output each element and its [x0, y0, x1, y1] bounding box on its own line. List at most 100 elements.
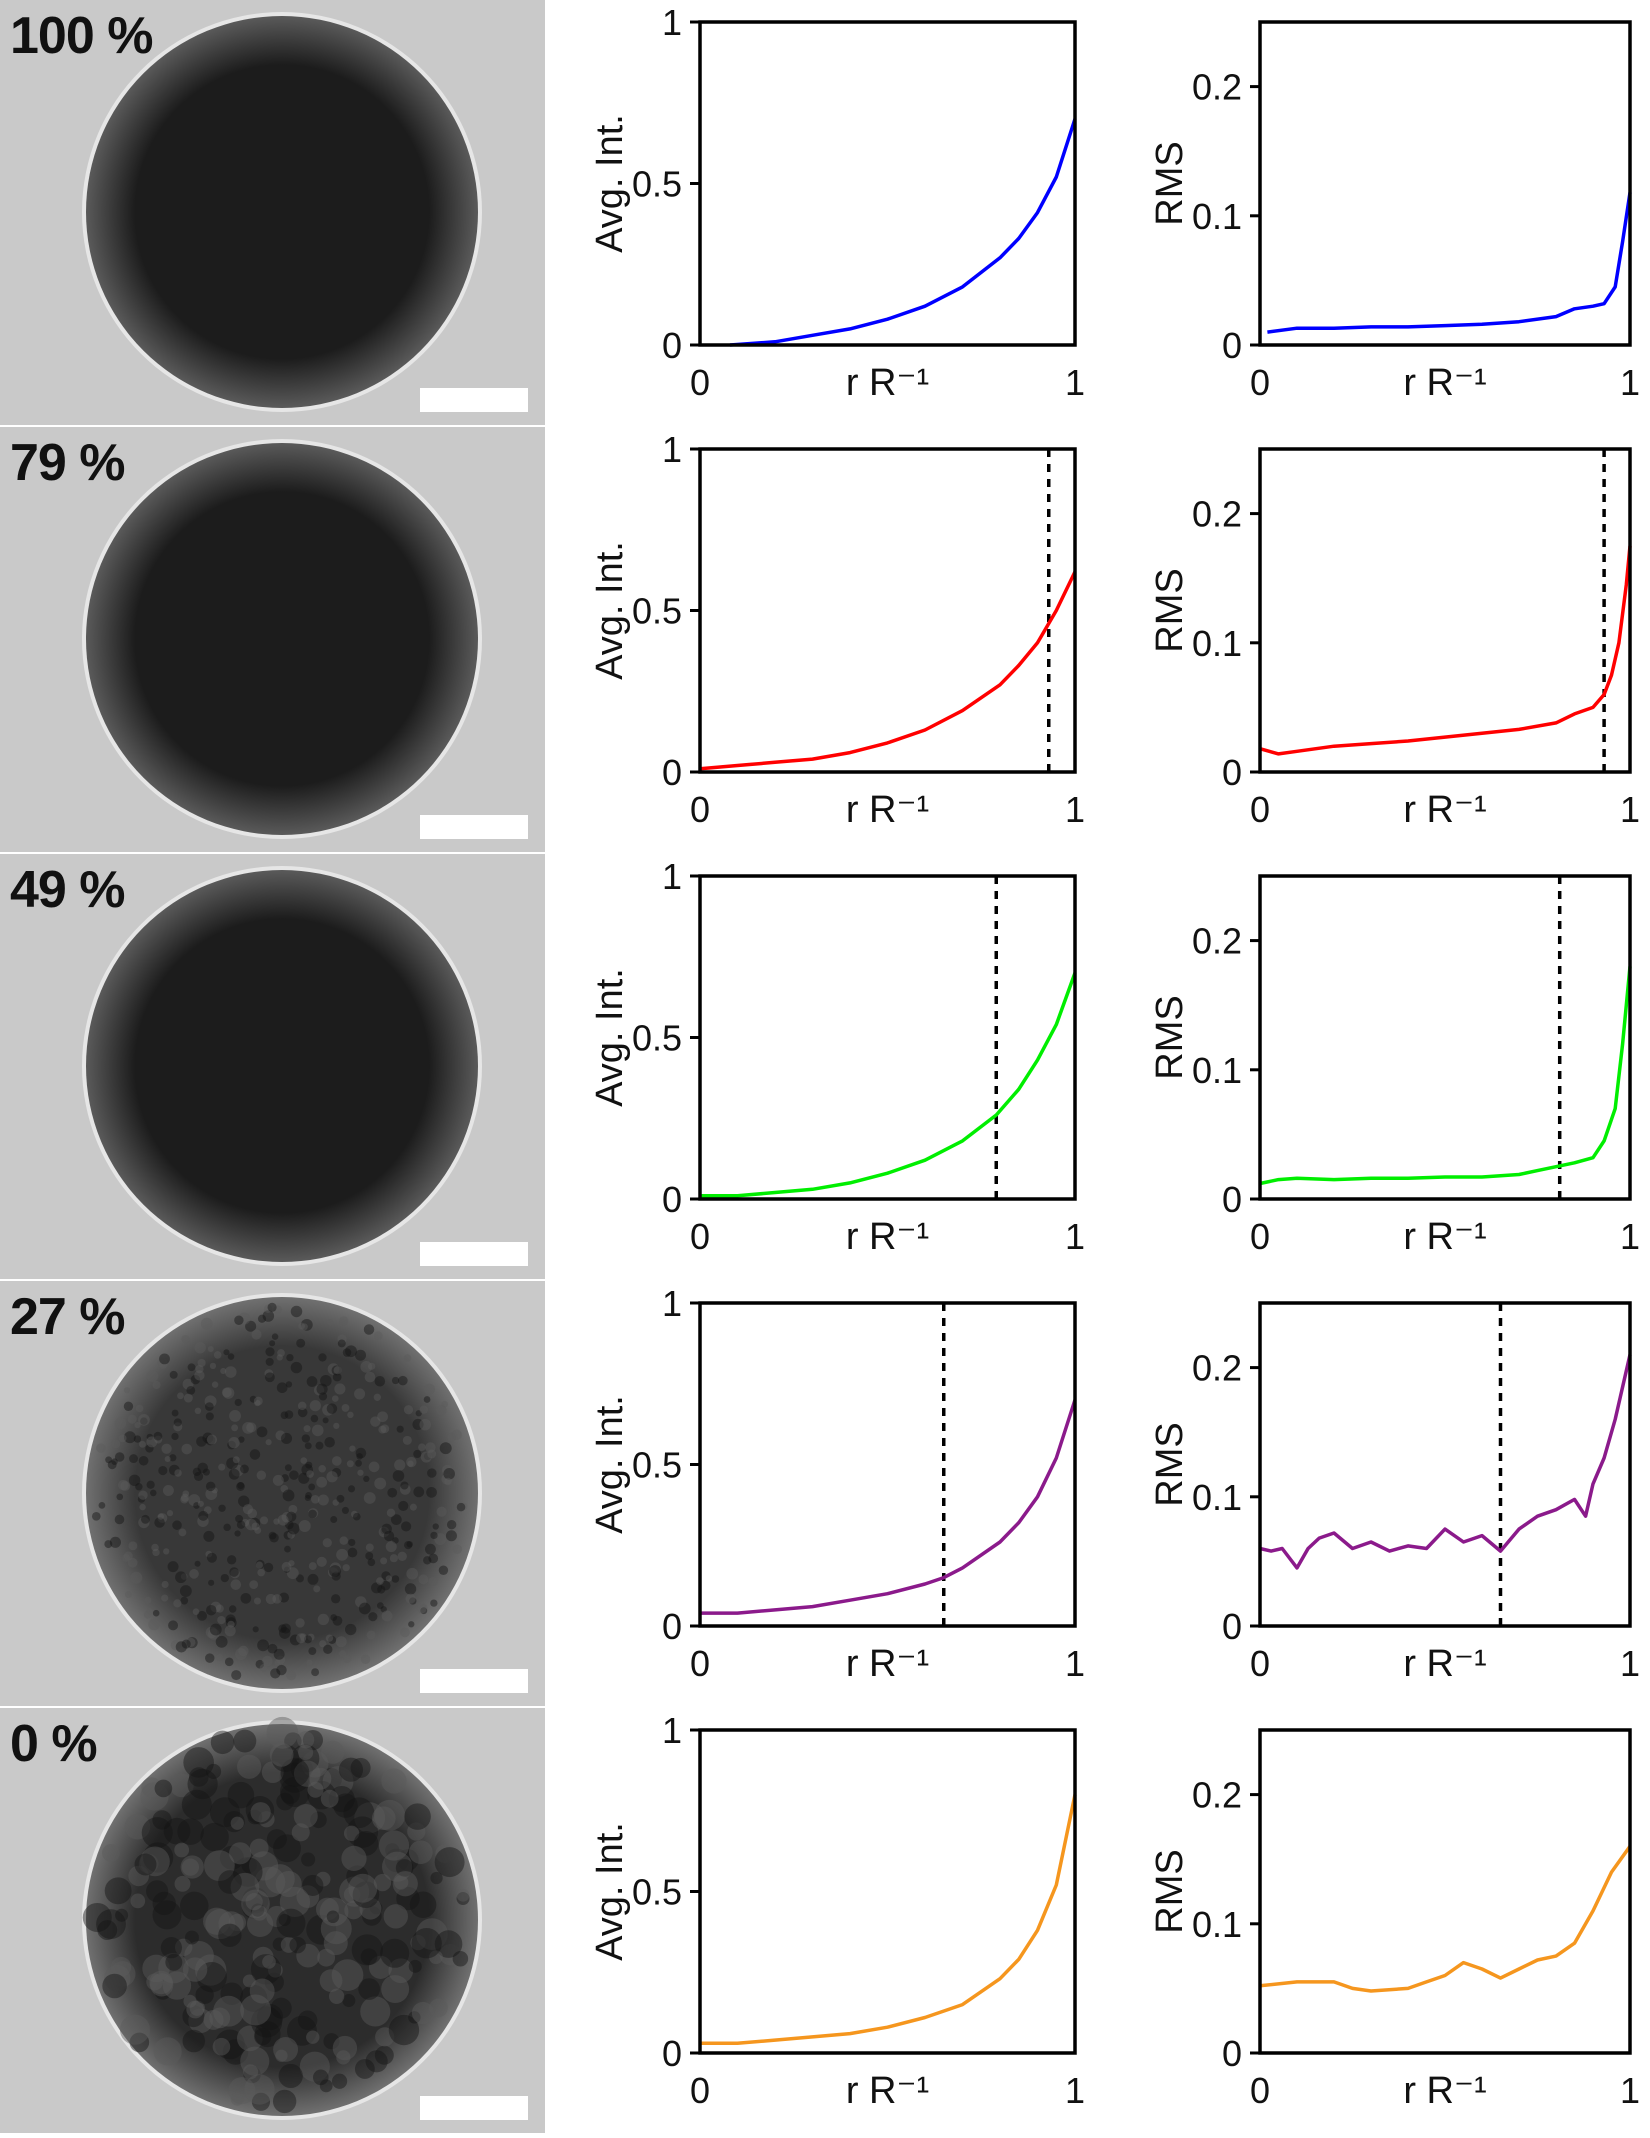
y-axis-title: Avg. Int. — [589, 541, 631, 680]
y-tick-label: 0.1 — [1192, 196, 1242, 237]
x-tick-label: 1 — [1620, 362, 1640, 403]
x-axis-title: r R⁻¹ — [846, 1216, 929, 1258]
y-tick-label: 0 — [1222, 1179, 1242, 1220]
y-tick-label: 0.2 — [1192, 67, 1242, 108]
y-axis-title: RMS — [1149, 568, 1191, 652]
y-tick-label: 0 — [662, 752, 682, 793]
y-tick-label: 0 — [1222, 1606, 1242, 1647]
x-tick-label: 0 — [1250, 1216, 1270, 1257]
x-tick-label: 0 — [1250, 789, 1270, 830]
percent-label: 100 % — [10, 6, 152, 66]
y-tick-label: 0.1 — [1192, 1904, 1242, 1945]
x-tick-label: 0 — [1250, 1643, 1270, 1684]
plot-frame — [1260, 1303, 1630, 1626]
y-axis-title: Avg. Int. — [589, 1822, 631, 1961]
x-tick-label: 0 — [690, 362, 710, 403]
y-tick-label: 1 — [662, 1283, 682, 1324]
data-series-line — [1260, 1355, 1630, 1568]
percent-label: 49 % — [10, 860, 125, 920]
x-tick-label: 1 — [1065, 1216, 1085, 1257]
x-tick-label: 1 — [1620, 789, 1640, 830]
y-tick-label: 0.5 — [632, 591, 682, 632]
plot-frame — [1260, 1730, 1630, 2053]
percent-label: 79 % — [10, 433, 125, 493]
plot-frame — [1260, 876, 1630, 1199]
data-series-line — [700, 1400, 1075, 1613]
x-axis-title: r R⁻¹ — [846, 2070, 929, 2112]
plot-frame — [1260, 22, 1630, 345]
y-tick-label: 0.5 — [632, 1445, 682, 1486]
plot-frame — [700, 876, 1075, 1199]
data-series-line — [1260, 546, 1630, 754]
y-tick-label: 0.5 — [632, 1872, 682, 1913]
x-tick-label: 0 — [1250, 2070, 1270, 2111]
scale-bar — [420, 2096, 528, 2120]
y-axis-title: RMS — [1149, 1422, 1191, 1506]
y-tick-label: 1 — [662, 1710, 682, 1751]
y-axis-title: RMS — [1149, 995, 1191, 1079]
y-axis-title: Avg. Int. — [589, 1395, 631, 1534]
y-axis-title: RMS — [1149, 1849, 1191, 1933]
scale-bar — [420, 815, 528, 839]
percent-label: 0 % — [10, 1714, 97, 1774]
y-tick-label: 0.2 — [1192, 494, 1242, 535]
x-axis-title: r R⁻¹ — [846, 362, 929, 404]
x-axis-title: r R⁻¹ — [1403, 789, 1486, 831]
particle-sphere — [86, 16, 478, 408]
x-axis-title: r R⁻¹ — [1403, 2070, 1486, 2112]
data-series-line — [1260, 966, 1630, 1183]
y-tick-label: 1 — [662, 429, 682, 470]
y-tick-label: 0.5 — [632, 1018, 682, 1059]
x-axis-title: r R⁻¹ — [846, 1643, 929, 1685]
y-tick-label: 0.2 — [1192, 1775, 1242, 1816]
y-axis-title: Avg. Int. — [589, 114, 631, 253]
x-tick-label: 0 — [690, 2070, 710, 2111]
data-series-line — [1267, 193, 1630, 333]
x-tick-label: 1 — [1065, 789, 1085, 830]
y-tick-label: 0.1 — [1192, 623, 1242, 664]
data-series-line — [700, 1795, 1075, 2044]
plot-frame — [700, 1730, 1075, 2053]
scale-bar — [420, 1242, 528, 1266]
y-tick-label: 0 — [662, 1606, 682, 1647]
data-series-line — [1260, 1846, 1630, 1991]
y-tick-label: 0.1 — [1192, 1050, 1242, 1091]
x-axis-title: r R⁻¹ — [1403, 362, 1486, 404]
x-tick-label: 1 — [1620, 2070, 1640, 2111]
particle-sphere — [86, 870, 478, 1262]
x-axis-title: r R⁻¹ — [846, 789, 929, 831]
x-tick-label: 0 — [690, 1216, 710, 1257]
y-tick-label: 1 — [662, 2, 682, 43]
data-series-line — [700, 973, 1075, 1196]
plot-frame — [700, 1303, 1075, 1626]
y-tick-label: 0.2 — [1192, 1348, 1242, 1389]
y-tick-label: 0.2 — [1192, 921, 1242, 962]
y-tick-label: 0 — [662, 325, 682, 366]
scale-bar — [420, 1669, 528, 1693]
x-tick-label: 1 — [1065, 1643, 1085, 1684]
y-tick-label: 0 — [1222, 2033, 1242, 2074]
x-tick-label: 1 — [1620, 1643, 1640, 1684]
x-tick-label: 1 — [1065, 2070, 1085, 2111]
x-tick-label: 1 — [1620, 1216, 1640, 1257]
y-tick-label: 0.5 — [632, 164, 682, 205]
y-tick-label: 1 — [662, 856, 682, 897]
